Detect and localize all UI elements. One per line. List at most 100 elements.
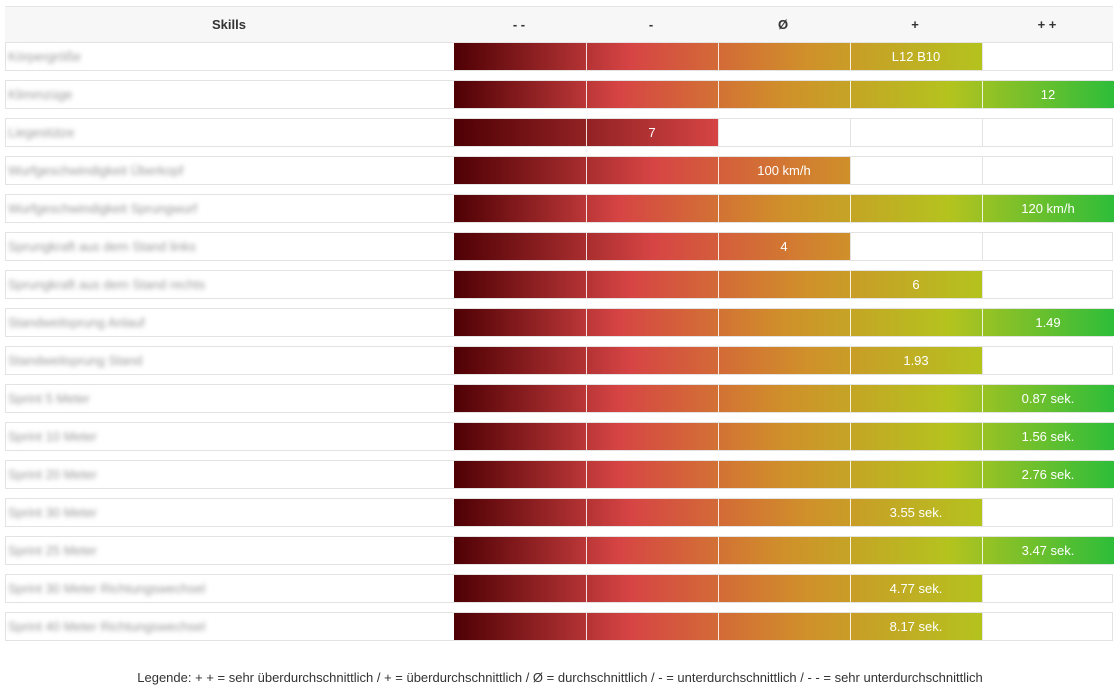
table-row: Sprint 10 Meter 1.56 sek. [5, 422, 1114, 451]
skill-label: Klimmzüge [8, 87, 73, 102]
bar-segment-divider [850, 385, 851, 412]
bar-segment-divider [718, 81, 719, 108]
skill-bar [454, 309, 1114, 336]
skill-label: Körpergröße [8, 49, 81, 64]
bar-segment-divider [850, 499, 851, 526]
cell-divider [982, 347, 983, 374]
header-level-low: - [648, 17, 654, 32]
cell-divider [718, 119, 719, 146]
bar-segment-divider [982, 195, 983, 222]
bar-segment-divider [718, 157, 719, 184]
bar-segment-divider [850, 195, 851, 222]
header-skills: Skills [212, 17, 246, 32]
skill-label: Sprungkraft aus dem Stand links [8, 239, 196, 254]
skill-label: Wurfgeschwindigkeit Sprungwurf [8, 201, 198, 216]
skill-bar [454, 233, 850, 260]
bar-segment-divider [982, 537, 983, 564]
skill-label: Standweitsprung Anlauf [8, 315, 145, 330]
bar-value-label: 120 km/h [1021, 201, 1075, 216]
bar-segment-divider [718, 195, 719, 222]
table-row: Klimmzüge 12 [5, 80, 1114, 109]
cell-divider [982, 499, 983, 526]
table-row: Standweitsprung Stand 1.93 [5, 346, 1113, 375]
cell-divider [982, 157, 983, 184]
skill-bar [454, 461, 1114, 488]
bar-segment-divider [586, 499, 587, 526]
bar-segment-divider [586, 613, 587, 640]
cell-divider [982, 575, 983, 602]
skill-label: Sprint 25 Meter [8, 543, 97, 558]
legend: Legende: + + = sehr überdurchschnittlich… [137, 670, 983, 685]
bar-segment-divider [718, 309, 719, 336]
bar-value-label: 4.77 sek. [889, 581, 943, 596]
bar-segment-divider [850, 81, 851, 108]
skill-label: Sprungkraft aus dem Stand rechts [8, 277, 206, 292]
bar-value-label: 7 [648, 125, 656, 140]
table-row: Körpergröße L12 B10 [5, 42, 1113, 71]
bar-segment-divider [586, 423, 587, 450]
bar-segment-divider [586, 271, 587, 298]
bar-segment-divider [850, 309, 851, 336]
bar-segment-divider [718, 43, 719, 70]
table-row: Standweitsprung Anlauf 1.49 [5, 308, 1114, 337]
cell-divider [982, 43, 983, 70]
table-row: Sprint 30 Meter Richtungswechsel 4.77 sek… [5, 574, 1113, 603]
bar-segment-divider [586, 385, 587, 412]
bar-segment-divider [718, 233, 719, 260]
skill-label: Liegestütze [8, 125, 75, 140]
bar-value-label: 2.76 sek. [1021, 467, 1075, 482]
skill-bar [454, 537, 1114, 564]
bar-segment-divider [586, 43, 587, 70]
table-row: Liegestütze 7 [5, 118, 1113, 147]
bar-segment-divider [718, 423, 719, 450]
bar-value-label: 8.17 sek. [889, 619, 943, 634]
bar-segment-divider [982, 385, 983, 412]
bar-value-label: 12 [1040, 87, 1056, 102]
bar-segment-divider [850, 613, 851, 640]
cell-divider [850, 119, 851, 146]
bar-value-label: 100 km/h [757, 163, 811, 178]
skill-bar [454, 195, 1114, 222]
header-level-very-high: + + [1037, 17, 1057, 32]
bar-segment-divider [982, 81, 983, 108]
bar-value-label: 1.93 [903, 353, 929, 368]
bar-segment-divider [586, 119, 587, 146]
table-row: Wurfgeschwindigkeit Überkopf 100 km/h [5, 156, 1113, 185]
bar-segment-divider [718, 347, 719, 374]
bar-value-label: 1.49 [1035, 315, 1061, 330]
header-level-very-low: - - [512, 17, 526, 32]
bar-segment-divider [718, 537, 719, 564]
skill-bar [454, 81, 1114, 108]
table-row: Wurfgeschwindigkeit Sprungwurf 120 km/h [5, 194, 1114, 223]
skill-label: Sprint 30 Meter Richtungswechsel [8, 581, 206, 596]
cell-divider [982, 271, 983, 298]
bar-segment-divider [718, 385, 719, 412]
bar-segment-divider [718, 575, 719, 602]
bar-segment-divider [982, 309, 983, 336]
skill-label: Sprint 20 Meter [8, 467, 97, 482]
bar-segment-divider [850, 347, 851, 374]
bar-segment-divider [718, 271, 719, 298]
bar-segment-divider [586, 537, 587, 564]
bar-value-label: 6 [912, 277, 920, 292]
bar-value-label: 3.55 sek. [889, 505, 943, 520]
cell-divider [850, 157, 851, 184]
bar-segment-divider [982, 423, 983, 450]
skill-label: Sprint 40 Meter Richtungswechsel [8, 619, 206, 634]
bar-segment-divider [718, 499, 719, 526]
bar-segment-divider [850, 271, 851, 298]
bar-segment-divider [982, 461, 983, 488]
bar-segment-divider [586, 195, 587, 222]
skill-label: Sprint 30 Meter [8, 505, 97, 520]
bar-segment-divider [586, 81, 587, 108]
bar-segment-divider [850, 461, 851, 488]
bar-segment-divider [586, 157, 587, 184]
table-row: Sprint 40 Meter Richtungswechsel 8.17 sek… [5, 612, 1113, 641]
skill-label: Standweitsprung Stand [8, 353, 143, 368]
cell-divider [850, 233, 851, 260]
skill-bar [454, 423, 1114, 450]
table-row: Sprint 25 Meter 3.47 sek. [5, 536, 1114, 565]
bar-value-label: 3.47 sek. [1021, 543, 1075, 558]
bar-segment-divider [586, 233, 587, 260]
cell-divider [982, 233, 983, 260]
